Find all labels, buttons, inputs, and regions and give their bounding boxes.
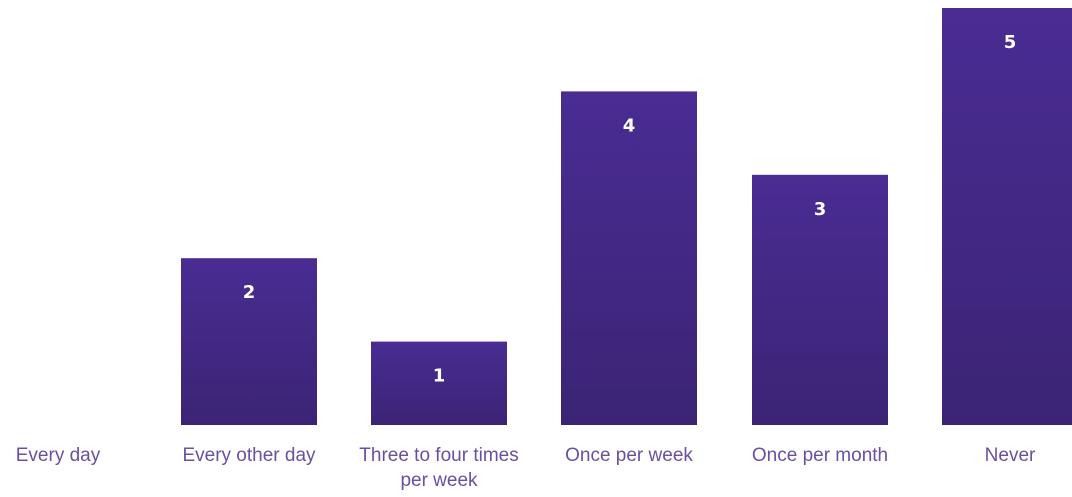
category-label-line: Never bbox=[985, 445, 1036, 466]
bar-5 bbox=[942, 8, 1072, 425]
category-label-2: Three to four times per week bbox=[359, 445, 518, 491]
category-label-0: Every day bbox=[16, 445, 101, 466]
data-labels-group: 2 1 4 3 5 bbox=[243, 32, 1017, 387]
category-label-line: Once per week bbox=[565, 445, 693, 466]
category-label-line: per week bbox=[400, 470, 478, 491]
data-label-2: 1 bbox=[433, 366, 446, 387]
bar-4 bbox=[752, 174, 888, 425]
data-label-3: 4 bbox=[623, 115, 636, 136]
data-label-1: 2 bbox=[243, 282, 256, 303]
category-label-line: Every other day bbox=[182, 445, 316, 466]
bar-1 bbox=[181, 258, 317, 425]
category-label-4: Once per month bbox=[752, 445, 888, 466]
category-labels-group: Every day Every other day Three to four ti… bbox=[16, 445, 1036, 491]
bars-group bbox=[181, 8, 1072, 426]
category-label-line: Every day bbox=[16, 445, 101, 466]
category-label-line: Three to four times bbox=[359, 445, 518, 466]
bar-2 bbox=[371, 341, 507, 425]
category-label-5: Never bbox=[985, 445, 1036, 466]
category-label-line: Once per month bbox=[752, 445, 888, 466]
category-label-3: Once per week bbox=[565, 445, 693, 466]
data-label-5: 5 bbox=[1004, 32, 1017, 53]
data-label-4: 3 bbox=[814, 199, 827, 220]
category-label-1: Every other day bbox=[182, 445, 316, 466]
bar-3 bbox=[561, 91, 697, 426]
